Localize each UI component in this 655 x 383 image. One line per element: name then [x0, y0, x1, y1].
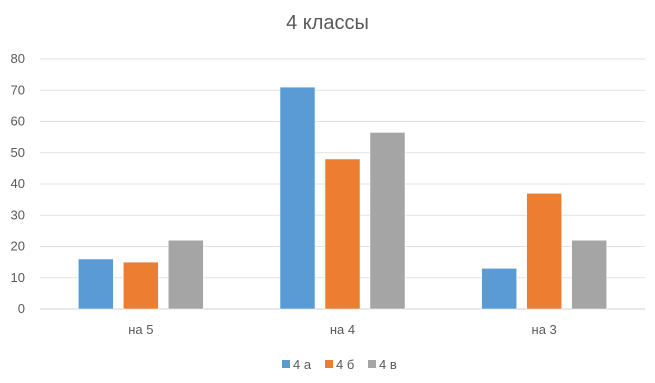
y-tick-label: 20 — [11, 239, 25, 254]
legend-swatch-3 — [368, 360, 376, 368]
chart-title: 4 классы — [286, 12, 369, 34]
bars — [78, 86, 607, 310]
legend-label-2: 4 б — [336, 357, 354, 372]
y-tick-label: 80 — [11, 51, 25, 66]
y-axis-ticks: 0 10 20 30 40 50 60 70 80 — [11, 51, 25, 316]
bar-3-2 — [526, 193, 562, 310]
bar-2-2 — [324, 158, 361, 310]
y-tick-label: 0 — [18, 301, 25, 316]
x-category-label: на 3 — [532, 322, 557, 337]
y-tick-label: 40 — [11, 176, 25, 191]
legend-label-3: 4 в — [379, 357, 397, 372]
x-axis-categories: на 5 на 4 на 3 — [128, 322, 557, 337]
x-category-label: на 4 — [330, 322, 355, 337]
legend: 4 а 4 б 4 в — [282, 357, 397, 372]
bar-2-1 — [279, 86, 316, 310]
y-tick-label: 30 — [11, 207, 25, 222]
bar-2-3 — [369, 132, 406, 310]
bar-1-3 — [168, 240, 204, 310]
y-tick-label: 50 — [11, 145, 25, 160]
bar-1-2 — [123, 261, 159, 310]
y-tick-label: 70 — [11, 82, 25, 97]
x-category-label: на 5 — [128, 322, 153, 337]
legend-swatch-2 — [325, 360, 333, 368]
y-tick-label: 10 — [11, 270, 25, 285]
y-tick-label: 60 — [11, 114, 25, 129]
legend-label-1: 4 а — [293, 357, 312, 372]
bar-3-1 — [481, 268, 517, 310]
legend-swatch-1 — [282, 360, 290, 368]
bar-1-1 — [78, 258, 114, 310]
bar-3-3 — [571, 240, 607, 310]
